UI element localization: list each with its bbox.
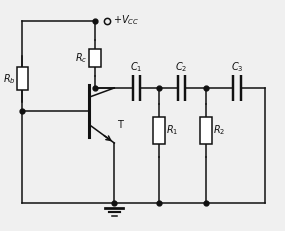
Bar <box>17 67 28 90</box>
Bar <box>153 117 165 144</box>
Text: $C_3$: $C_3$ <box>231 60 243 74</box>
Text: $R_c$: $R_c$ <box>76 51 88 65</box>
Bar <box>200 117 212 144</box>
Text: $R_b$: $R_b$ <box>3 72 15 86</box>
Text: $+V_{CC}$: $+V_{CC}$ <box>113 13 139 27</box>
Bar <box>89 49 101 67</box>
Text: $C_1$: $C_1$ <box>131 60 143 74</box>
Text: $R_1$: $R_1$ <box>166 124 178 137</box>
Text: $R_2$: $R_2$ <box>213 124 226 137</box>
Text: T: T <box>117 120 123 130</box>
Text: $C_2$: $C_2$ <box>175 60 188 74</box>
